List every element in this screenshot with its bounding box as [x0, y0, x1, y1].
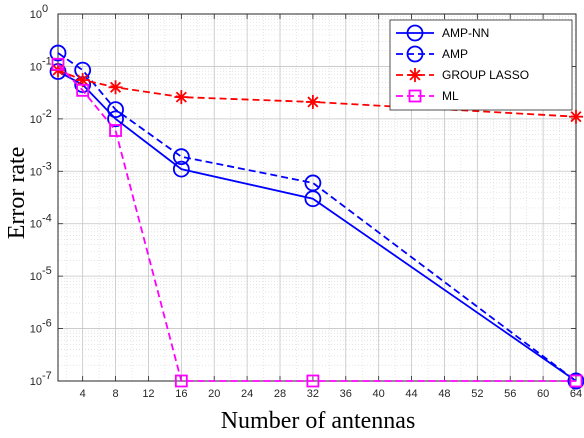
- x-tick-label: 32: [307, 388, 319, 400]
- square-marker: [174, 374, 188, 388]
- x-tick-label: 40: [373, 388, 385, 400]
- x-tick-label: 4: [80, 388, 86, 400]
- y-tick-exponent: -6: [42, 318, 52, 330]
- circle-marker: [304, 174, 322, 192]
- x-tick-label: 56: [504, 388, 516, 400]
- asterisk-marker: [174, 90, 189, 105]
- y-tick-exponent: -5: [42, 265, 52, 277]
- x-tick-label: 64: [570, 388, 582, 400]
- x-tick-label: 28: [274, 388, 286, 400]
- y-tick-label: 10: [30, 376, 42, 388]
- y-axis-label: Error rate: [4, 147, 30, 240]
- square-marker: [51, 57, 65, 71]
- asterisk-marker: [408, 68, 422, 82]
- circle-marker: [172, 160, 190, 178]
- legend-entry: AMP-NN: [396, 24, 489, 42]
- x-tick-label: 60: [537, 388, 549, 400]
- y-tick-label: 10: [30, 114, 42, 126]
- y-tick-label: 10: [30, 9, 42, 21]
- square-marker: [408, 89, 422, 103]
- y-tick-exponent: 0: [42, 3, 48, 15]
- y-tick-exponent: -4: [42, 213, 52, 225]
- x-axis-label: Number of antennas: [221, 408, 416, 434]
- y-tick-label: 10: [30, 61, 42, 73]
- circle-marker: [107, 110, 124, 128]
- y-tick-label: 10: [30, 166, 42, 178]
- y-tick-exponent: -1: [42, 55, 52, 67]
- x-tick-label: 52: [471, 388, 483, 400]
- legend-entry: AMP: [396, 45, 468, 63]
- legend-label: AMP: [442, 47, 468, 61]
- series-line: [57, 63, 576, 382]
- y-tick-label: 10: [30, 271, 42, 283]
- asterisk-stroke: [77, 74, 89, 86]
- y-tick-label: 10: [30, 219, 42, 231]
- legend: AMP-NN AMP GROUP LASSO ML: [389, 19, 573, 111]
- square-marker: [76, 83, 90, 97]
- square-marker: [109, 124, 122, 137]
- y-tick-label: 10: [30, 324, 42, 336]
- asterisk-marker: [305, 94, 320, 109]
- asterisk-stroke: [570, 111, 582, 123]
- y-tick-exponent: -2: [42, 108, 52, 120]
- tick-labels: 4 8 12 16 20 24 28 32 36 40 44 48 52 56 60 6410-710-610…: [30, 3, 582, 400]
- y-tick-exponent: -3: [42, 160, 52, 172]
- x-tick-label: 44: [405, 388, 417, 400]
- x-tick-label: 16: [175, 388, 187, 400]
- asterisk-marker: [108, 80, 123, 95]
- y-tick-exponent: -7: [42, 370, 52, 382]
- series-line: [57, 70, 577, 382]
- axes-box: [57, 13, 577, 382]
- circle-marker: [406, 24, 424, 42]
- series-line: [57, 52, 577, 382]
- series: [49, 44, 584, 390]
- asterisk-stroke: [110, 81, 122, 93]
- circle-marker: [406, 45, 424, 63]
- legend-label: AMP-NN: [442, 26, 489, 40]
- circle-marker: [107, 101, 124, 119]
- x-tick-label: 12: [142, 388, 154, 400]
- legend-entry: GROUP LASSO: [396, 68, 529, 82]
- square-marker: [306, 374, 320, 388]
- asterisk-stroke: [307, 96, 319, 108]
- x-tick-label: 48: [438, 388, 450, 400]
- x-tick-label: 8: [112, 388, 118, 400]
- x-tick-label: 20: [208, 388, 220, 400]
- series-ml: [51, 57, 583, 388]
- x-tick-label: 36: [340, 388, 352, 400]
- asterisk-marker: [569, 109, 583, 124]
- legend-entry: ML: [396, 89, 459, 103]
- series-line: [57, 69, 577, 118]
- legend-label: ML: [442, 89, 459, 103]
- circle-marker: [49, 44, 67, 62]
- circle-marker: [172, 148, 190, 166]
- square-marker: [569, 374, 583, 388]
- asterisk-stroke: [409, 69, 421, 81]
- x-tick-label: 24: [241, 388, 253, 400]
- asterisk-stroke: [175, 91, 187, 103]
- legend-label: GROUP LASSO: [442, 68, 529, 82]
